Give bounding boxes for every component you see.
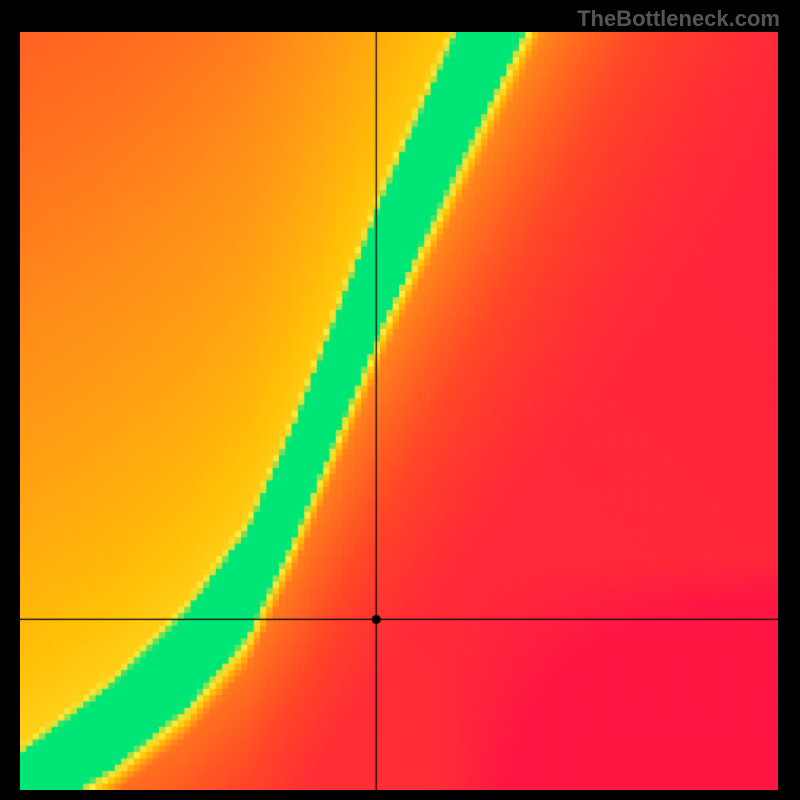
bottleneck-heatmap: [20, 32, 778, 790]
chart-container: TheBottleneck.com: [0, 0, 800, 800]
watermark-text: TheBottleneck.com: [577, 6, 780, 32]
